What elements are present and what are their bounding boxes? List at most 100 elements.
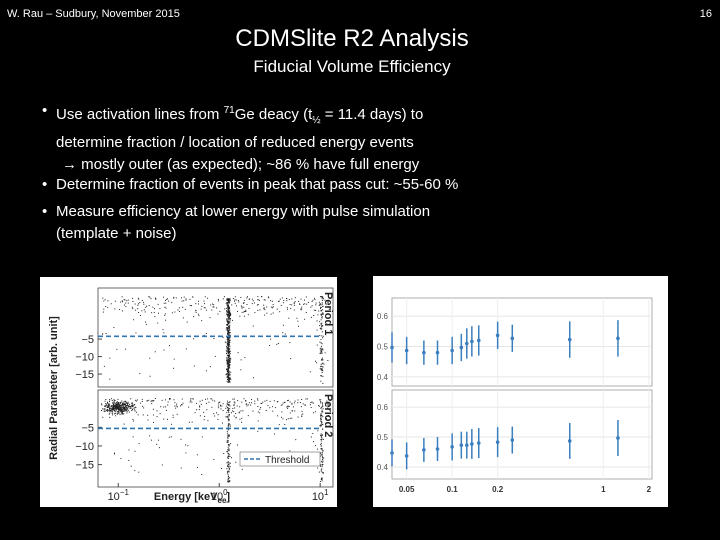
event-dot [125, 403, 127, 405]
event-dot [319, 352, 321, 354]
event-dot [297, 320, 299, 322]
legend-box [239, 451, 321, 467]
event-dot [227, 354, 229, 356]
event-dot [320, 399, 322, 401]
event-dot [320, 414, 322, 416]
event-dot [317, 467, 319, 469]
event-dot [281, 297, 283, 299]
event-dot [141, 398, 143, 400]
event-dot [290, 358, 292, 360]
event-dot [321, 350, 323, 352]
event-dot [248, 307, 250, 309]
event-dot [205, 309, 207, 311]
event-dot [154, 351, 156, 353]
event-dot [119, 402, 121, 404]
event-dot [152, 408, 154, 410]
event-dot [117, 398, 119, 400]
event-dot [227, 313, 229, 315]
event-dot [122, 403, 124, 405]
event-dot [228, 306, 230, 308]
event-dot [116, 405, 118, 407]
event-dot [320, 310, 322, 312]
event-dot [229, 336, 231, 338]
event-dot [228, 480, 230, 482]
event-dot [126, 412, 128, 414]
event-dot [150, 400, 152, 402]
event-dot [121, 409, 123, 411]
event-dot [321, 369, 323, 371]
event-dot [216, 307, 218, 309]
event-dot [113, 408, 115, 410]
event-dot [312, 412, 314, 414]
event-dot [247, 415, 249, 417]
event-dot [320, 407, 322, 409]
event-dot [235, 461, 237, 463]
event-dot [227, 321, 229, 323]
event-dot [200, 403, 202, 405]
event-dot [203, 307, 205, 309]
event-dot [287, 399, 289, 401]
event-dot [228, 435, 230, 437]
event-dot [131, 410, 133, 412]
event-dot [103, 365, 105, 367]
event-dot [123, 404, 125, 406]
event-dot [301, 308, 303, 310]
event-dot [109, 407, 111, 409]
event-dot [228, 404, 230, 406]
event-dot [320, 413, 322, 415]
event-dot [138, 312, 140, 314]
event-dot [196, 402, 198, 404]
event-dot [227, 332, 229, 334]
x-axis-label-end: ] [226, 491, 230, 503]
event-dot [228, 349, 230, 351]
event-dot [229, 310, 231, 312]
event-dot [314, 299, 316, 301]
event-dot [103, 410, 105, 412]
event-dot [310, 436, 312, 438]
event-dot [152, 306, 154, 308]
data-point [616, 336, 620, 341]
event-dot [321, 456, 323, 458]
event-dot [107, 403, 109, 405]
event-dot [228, 326, 230, 328]
event-dot [226, 406, 228, 408]
event-dot [248, 298, 250, 300]
event-dot [174, 405, 176, 407]
event-dot [282, 418, 284, 420]
event-dot [322, 408, 324, 410]
event-dot [321, 464, 323, 466]
event-dot [228, 354, 230, 356]
event-dot [245, 400, 247, 402]
event-dot [322, 450, 324, 452]
event-dot [228, 310, 230, 312]
event-dot [112, 402, 114, 404]
data-point [510, 438, 515, 442]
event-dot [126, 406, 128, 408]
event-dot [167, 404, 169, 406]
x-axis-label-sub: ee [218, 496, 227, 505]
event-dot [257, 405, 259, 407]
event-dot [178, 310, 180, 312]
event-dot [282, 402, 284, 404]
event-dot [319, 325, 321, 327]
event-dot [226, 336, 228, 338]
bullet: Determine fraction of events in peak tha… [42, 174, 458, 196]
event-dot [117, 407, 119, 409]
event-dot [209, 317, 211, 319]
event-dot [321, 410, 323, 412]
event-dot [117, 405, 119, 407]
text: 71 [223, 105, 235, 116]
event-dot [320, 323, 322, 325]
event-dot [243, 315, 245, 317]
event-dot [302, 403, 304, 405]
text: determine fraction / location of reduced… [56, 134, 414, 151]
event-dot [227, 351, 229, 353]
event-dot [321, 449, 323, 451]
event-dot [322, 460, 324, 462]
event-dot [320, 416, 322, 418]
event-dot [115, 402, 117, 404]
event-dot [176, 403, 178, 405]
event-dot [132, 404, 134, 406]
data-point [567, 337, 572, 342]
event-dot [293, 309, 295, 311]
